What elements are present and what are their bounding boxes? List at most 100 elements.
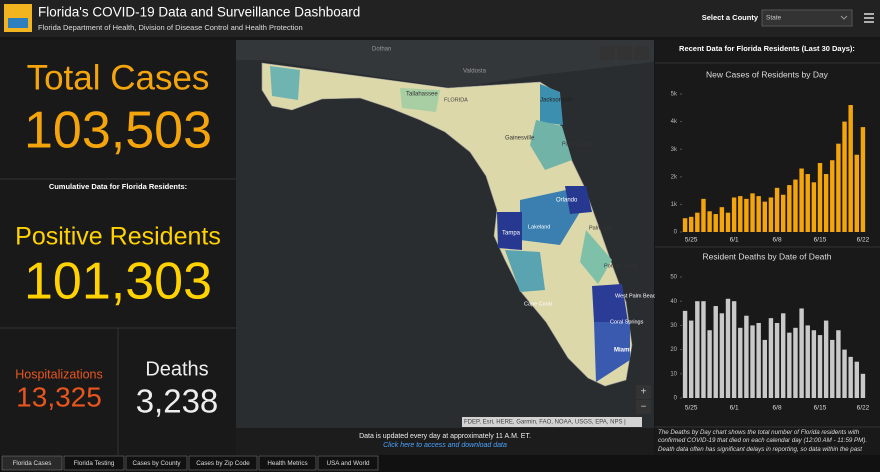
tab[interactable] (1, 455, 63, 471)
county-area (580, 230, 612, 284)
home-button[interactable] (600, 46, 615, 60)
zoom-in-icon: + (641, 387, 647, 398)
logo-wave (8, 18, 28, 28)
county-area (565, 186, 592, 214)
bar (842, 349, 847, 398)
county-area (497, 212, 522, 250)
chart-title: New Cases of Residents by Day (706, 69, 829, 79)
tab[interactable] (317, 455, 379, 471)
bar (860, 373, 866, 398)
x-tick-label: 5/25 (685, 237, 698, 244)
menu-icon[interactable] (864, 13, 874, 23)
county-area (520, 190, 580, 245)
bar (793, 179, 798, 232)
bar (842, 121, 847, 232)
y-tick-label: 3k (671, 147, 678, 153)
header-bar (0, 0, 880, 37)
bar (750, 193, 755, 232)
x-tick-label: 5/25 (685, 405, 698, 412)
y-tick-label: 30 (670, 323, 677, 329)
county-area (400, 88, 440, 112)
bar (725, 298, 731, 398)
tab[interactable] (258, 455, 317, 471)
x-tick-label: 6/15 (814, 405, 827, 412)
map-tools[interactable]: + − (600, 46, 651, 414)
bar (854, 361, 860, 398)
x-tick-label: 6/1 (730, 237, 739, 244)
bar (805, 174, 810, 232)
bar (756, 196, 761, 232)
bar (682, 310, 688, 398)
bar (787, 332, 792, 398)
bar (713, 214, 718, 232)
bar (793, 327, 798, 398)
map-label: Palm Bay (589, 225, 613, 231)
bar (701, 301, 706, 398)
bar (701, 198, 706, 232)
map-label: Cape Coral (524, 301, 552, 307)
tab[interactable] (63, 455, 125, 471)
county-area (594, 322, 630, 382)
attribution: FDEP, Esri, HERE, Garmin, FAO, NOAA, USG… (464, 420, 626, 426)
bar (780, 313, 786, 398)
tab[interactable] (188, 455, 258, 471)
y-tick-label: 1k (671, 202, 678, 208)
positive-residents: 101,303 (24, 253, 212, 311)
map-label: Coral Springs (610, 319, 644, 325)
y-tick-label: 5k (671, 92, 678, 98)
county-area (540, 84, 563, 125)
bar (811, 330, 817, 398)
bar (848, 105, 853, 232)
bar (744, 198, 749, 232)
hospitalizations: 13,325 (16, 381, 102, 412)
map-label: Lakeland (528, 224, 550, 230)
map-label: Miami (614, 348, 631, 354)
tab-label: Cases by Zip Code (196, 460, 250, 467)
bar (780, 194, 786, 232)
total-cases-label: Total Cases (27, 58, 210, 97)
bar (799, 308, 804, 398)
map-label: Tallahassee (406, 92, 438, 98)
deaths-label: Deaths (145, 358, 208, 380)
qr-button[interactable] (634, 46, 649, 60)
tab-label: Florida Testing (74, 460, 115, 467)
zoom-in[interactable] (636, 385, 651, 399)
select-value: State (766, 15, 782, 22)
tab-label: Health Metrics (267, 460, 307, 467)
x-tick-label: 6/22 (857, 405, 870, 412)
positive-label: Positive Residents (15, 223, 221, 251)
bar (768, 318, 774, 398)
county-area (270, 66, 300, 100)
bar (762, 201, 768, 232)
y-tick-label: 20 (670, 347, 677, 353)
x-tick-label: 6/1 (730, 405, 739, 412)
y-tick-label: 0 (674, 230, 678, 236)
bar (756, 322, 761, 398)
bar (762, 339, 768, 398)
bar (830, 339, 835, 398)
download-link[interactable]: Click here to access and download data (383, 442, 507, 449)
deaths-note: The Deaths by Day chart shows the total … (658, 429, 868, 453)
map-label: Dothan (372, 47, 391, 53)
bar (817, 335, 823, 398)
bar (799, 168, 804, 232)
tab[interactable] (125, 455, 188, 471)
zoom-out[interactable] (636, 400, 651, 414)
bar (707, 330, 712, 398)
update-note: Data is updated every day at approximate… (359, 433, 531, 440)
x-tick-label: 6/22 (857, 237, 870, 244)
land-north (236, 40, 654, 88)
bar (805, 325, 810, 398)
deaths: 3,238 (136, 383, 219, 420)
bar (860, 127, 866, 232)
map-label: FLORIDA (444, 97, 468, 103)
county-select[interactable] (761, 9, 853, 27)
bar (768, 197, 774, 232)
zoom-out-icon: − (641, 402, 647, 413)
bar (695, 301, 700, 398)
legend-button[interactable] (617, 46, 632, 60)
bar (688, 320, 694, 398)
map-label: Jacksonville (540, 98, 573, 104)
bar (830, 160, 835, 232)
